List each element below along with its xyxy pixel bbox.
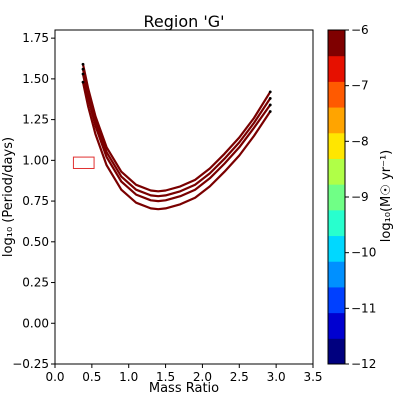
y-tick-label: 1.50 [22,72,49,86]
x-tick-label: 0.0 [45,370,64,384]
colorbar-segment [328,286,345,314]
y-tick-label: 1.00 [22,153,49,167]
x-tick-label: 3.5 [303,370,322,384]
series-line [81,73,272,203]
colorbar-segment [328,132,345,159]
region-box [72,156,95,169]
series-line [81,68,272,198]
series-endpoint [268,97,272,100]
x-tick-label: 2.5 [230,370,249,384]
colorbar-tick-label: −12 [351,357,376,371]
series-endpoint [268,103,272,107]
y-tick-label: 1.75 [22,31,49,45]
colorbar-segment [328,55,345,82]
colorbar-segment [328,209,345,237]
colorbar-segment [328,158,345,185]
y-tick-label: 1.25 [22,113,49,127]
colorbar-segment [328,30,345,57]
colorbar-tick-label: −8 [351,134,369,148]
colorbar-segment [328,184,345,211]
colorbar: −6 −7 −8 −9 −10 −11 −12 [327,23,376,371]
colorbar-segment [328,81,345,108]
series-endpoint [268,110,272,113]
colorbar-segment [328,338,345,365]
colorbar-tick-label: −11 [351,301,376,315]
chart-title: Region 'G' [143,12,224,31]
series-endpoint [81,72,85,76]
y-tick-label: 0.50 [22,235,49,249]
plot-area [54,29,314,365]
series-line [81,63,272,193]
y-tick-label: −0.25 [12,357,49,371]
series-endpoint [81,67,85,71]
y-tick-label: 0.00 [22,316,49,330]
y-axis: −0.25 0.00 0.25 0.50 0.75 1.00 1.25 1.50 1.75 [12,31,55,371]
x-tick-label: 1.0 [119,370,138,384]
y-tick-label: 0.75 [22,194,49,208]
series-endpoint [268,90,272,94]
series-line [81,81,272,211]
series-group [81,62,272,211]
colorbar-segment [328,261,345,288]
colorbar-segment [328,235,345,262]
series-endpoint [81,80,85,84]
colorbar-tick-label: −10 [351,246,376,260]
colorbar-label: log₁₀(M☉ yr⁻¹) [379,150,394,243]
x-tick-label: 3.0 [267,370,286,384]
colorbar-tick-label: −9 [351,190,369,204]
x-tick-label: 0.5 [82,370,101,384]
y-tick-label: 0.25 [22,276,49,290]
y-axis-label: log₁₀ (Period/days) [1,137,16,257]
colorbar-segment [328,107,345,134]
colorbar-tick-label: −6 [351,23,369,37]
colorbar-tick-label: −7 [351,79,369,93]
colorbar-segment [328,312,345,339]
x-tick-label: 1.5 [156,370,175,384]
x-axis-label: Mass Ratio [149,381,219,396]
series-endpoint [81,62,85,66]
x-tick-label: 2.0 [193,370,212,384]
plot-frame [54,29,314,365]
x-axis: 0.0 0.5 1.0 1.5 2.0 2.5 3.0 3.5 [45,364,323,384]
